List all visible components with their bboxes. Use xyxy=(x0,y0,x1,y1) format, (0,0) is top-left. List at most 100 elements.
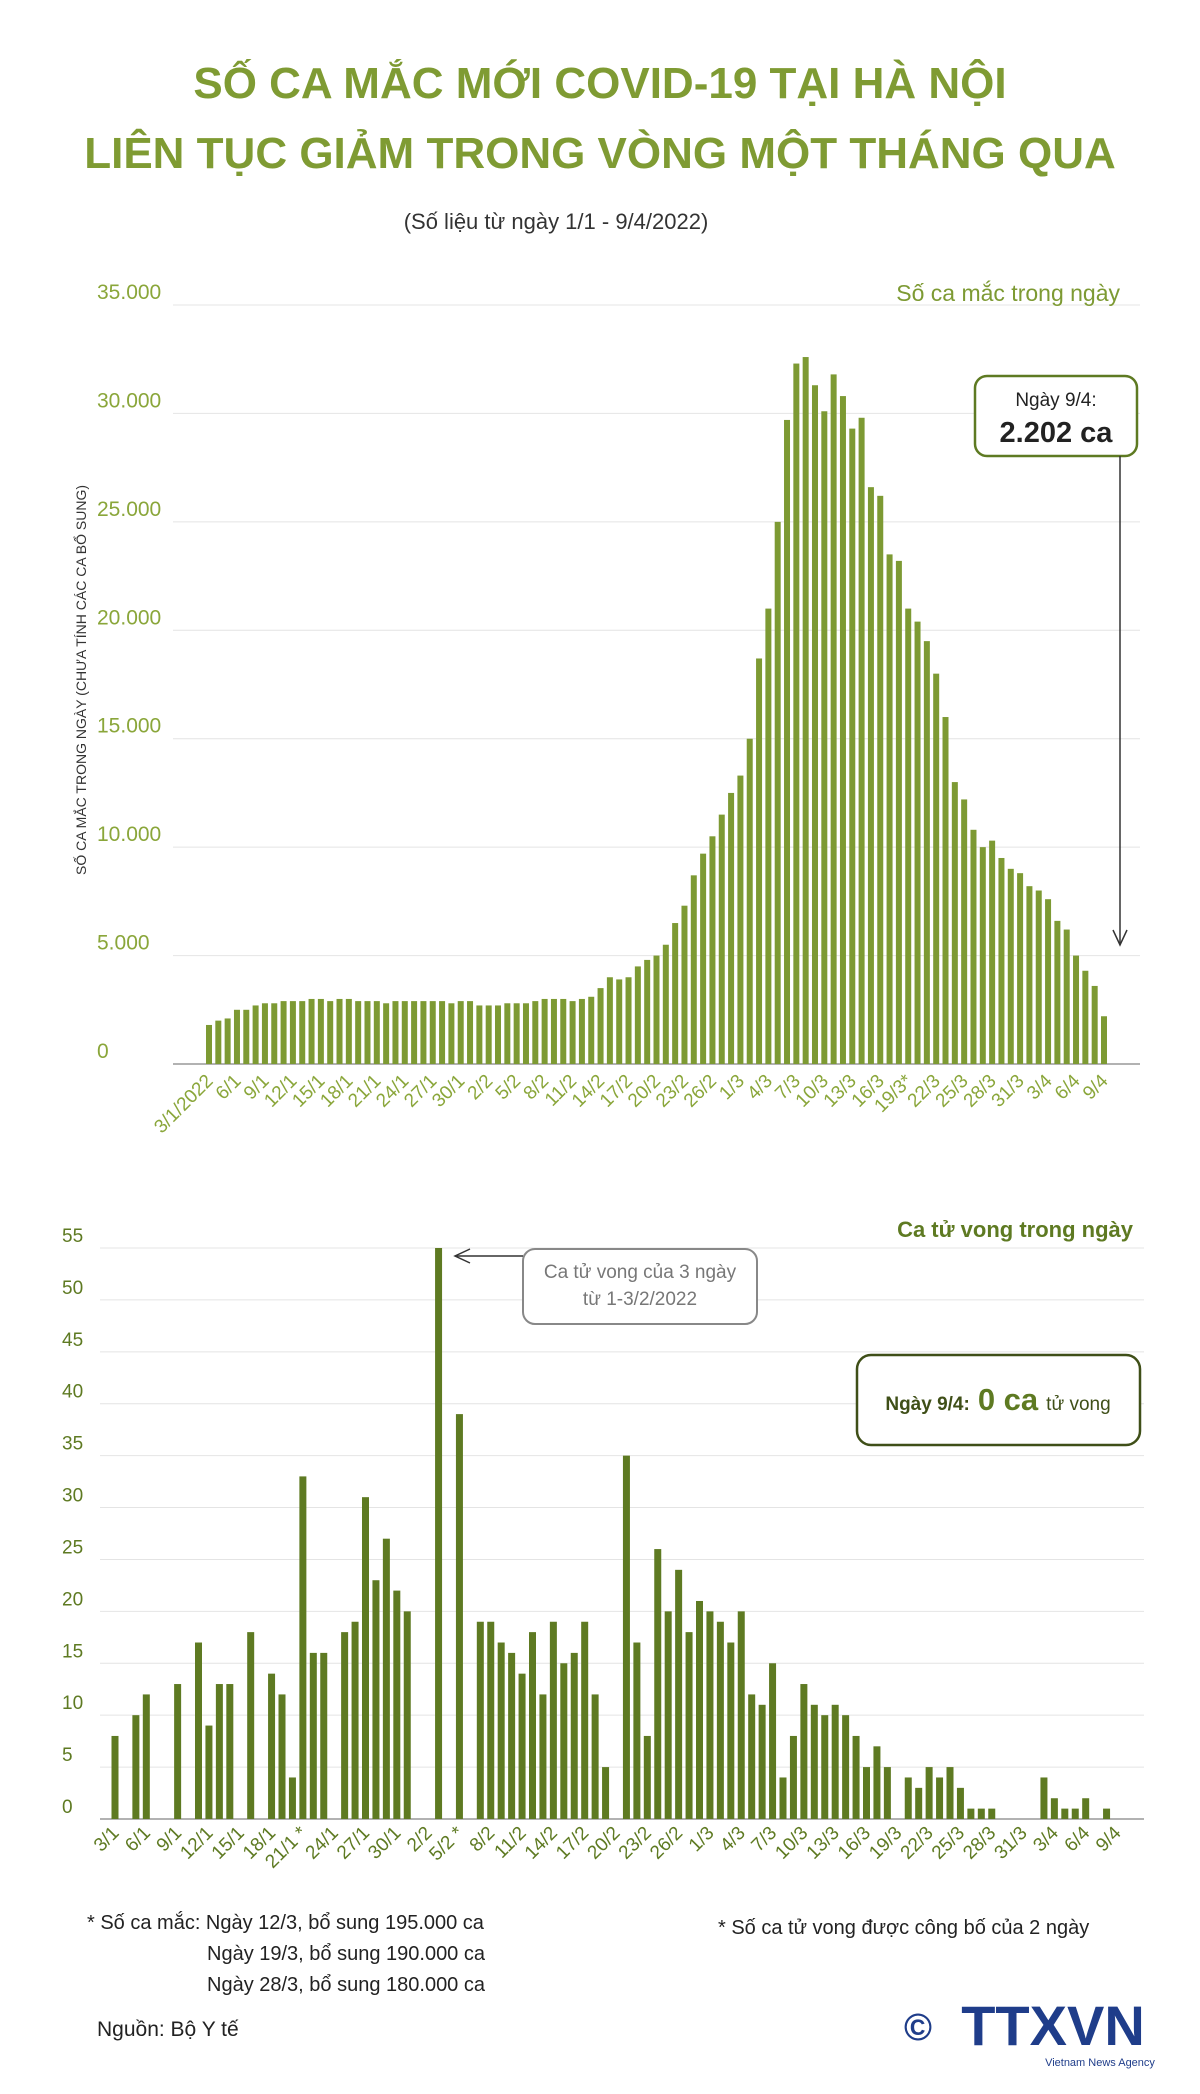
bar xyxy=(1103,1808,1111,1819)
bar xyxy=(811,385,818,1064)
x-tick-label: 26/2 xyxy=(646,1823,687,1864)
bar xyxy=(728,792,735,1064)
bar xyxy=(111,1735,119,1819)
series-name: Số ca mắc trong ngày xyxy=(896,280,1120,306)
bar xyxy=(653,955,660,1064)
bar xyxy=(644,959,651,1064)
bar xyxy=(756,658,763,1064)
bar xyxy=(513,1003,520,1064)
x-tick-label: 25/3 xyxy=(928,1823,969,1864)
bar xyxy=(476,1621,484,1819)
bar xyxy=(1071,1808,1079,1819)
bar xyxy=(810,1704,818,1819)
bar xyxy=(758,1704,766,1819)
bar xyxy=(821,1715,829,1819)
x-tick-label: 3/1/2022 xyxy=(150,1071,217,1138)
x-tick-label: 24/1 xyxy=(302,1823,343,1864)
callout-box xyxy=(855,1353,1142,1447)
y-tick-label: 0 xyxy=(97,1040,109,1063)
bar xyxy=(831,1704,839,1819)
bar xyxy=(560,998,567,1064)
bar xyxy=(439,1001,446,1064)
bar xyxy=(793,363,800,1065)
y-tick-label: 10.000 xyxy=(97,823,161,846)
bar xyxy=(529,1632,536,1819)
bar xyxy=(268,1673,276,1819)
bar xyxy=(569,1001,576,1064)
bar xyxy=(706,1611,714,1819)
y-tick-label: 30.000 xyxy=(97,389,161,412)
x-tick-label: 4/3 xyxy=(716,1823,750,1857)
bar xyxy=(299,1476,307,1819)
arrow-head xyxy=(1112,929,1128,947)
bar xyxy=(961,799,968,1064)
bar xyxy=(345,998,352,1064)
logo: TTXVN xyxy=(961,1994,1145,2057)
bar xyxy=(681,905,688,1064)
bar xyxy=(873,1746,881,1819)
bar xyxy=(800,1684,808,1819)
x-tick-label: 27/1 xyxy=(333,1823,374,1864)
x-tick-label: 9/4 xyxy=(1092,1822,1126,1856)
source: Nguồn: Bộ Y tế xyxy=(97,2018,239,2041)
bar xyxy=(933,673,940,1064)
bar xyxy=(936,1777,944,1819)
bar xyxy=(435,1248,443,1819)
x-tick-label: 12/1 xyxy=(176,1823,217,1864)
bar xyxy=(570,1652,578,1819)
y-tick-label: 30 xyxy=(62,1486,83,1507)
bar xyxy=(977,1808,985,1819)
bar xyxy=(252,1005,259,1064)
subtitle: (Số liệu từ ngày 1/1 - 9/4/2022) xyxy=(404,209,709,234)
x-tick-label: 10/3 xyxy=(771,1823,812,1864)
bar xyxy=(226,1684,234,1819)
bar xyxy=(351,1621,359,1819)
bar xyxy=(382,1538,390,1819)
bar xyxy=(989,840,996,1064)
bar xyxy=(690,875,697,1064)
bar xyxy=(591,1694,599,1819)
bar xyxy=(789,1735,797,1819)
callout-text: Ca tử vong của 3 ngày xyxy=(544,1262,737,1283)
bar xyxy=(142,1694,150,1819)
bar xyxy=(1091,985,1098,1064)
bar xyxy=(504,1003,511,1064)
x-tick-label: 30/1 xyxy=(364,1823,405,1864)
bar xyxy=(602,1767,610,1819)
y-axis-label: SỐ CA MẮC TRONG NGÀY (CHƯA TÍNH CÁC CA B… xyxy=(72,485,89,875)
bar xyxy=(839,396,846,1065)
y-tick-label: 5 xyxy=(62,1745,73,1766)
bar xyxy=(205,1725,213,1819)
bar xyxy=(769,1663,777,1819)
bar xyxy=(411,1001,418,1064)
bar xyxy=(485,1005,492,1064)
bar xyxy=(1063,929,1070,1064)
y-tick-label: 25 xyxy=(62,1537,83,1558)
bar xyxy=(606,977,613,1064)
bar xyxy=(867,487,874,1064)
x-tick-label: 28/3 xyxy=(959,1823,1000,1864)
arrow-head xyxy=(453,1248,471,1264)
x-tick-label: 30/1 xyxy=(428,1071,469,1112)
bar xyxy=(455,1414,463,1819)
x-tick-label: 1/3 xyxy=(685,1823,719,1857)
bar xyxy=(336,998,343,1064)
x-tick-label: 3/4 xyxy=(1029,1822,1063,1856)
y-tick-label: 55 xyxy=(62,1226,83,1247)
callout-line: Ngày 9/4: 0 ca tử vong xyxy=(885,1382,1110,1417)
logo-sub: Vietnam News Agency xyxy=(1045,2057,1155,2069)
bar xyxy=(174,1684,182,1819)
bar xyxy=(774,521,781,1064)
x-tick-label: 13/3 xyxy=(803,1823,844,1864)
bar xyxy=(549,1621,557,1819)
x-tick-label: 3/1 xyxy=(90,1823,124,1857)
bar xyxy=(643,1735,651,1819)
bar xyxy=(1101,1016,1107,1064)
bar xyxy=(560,1663,568,1819)
callout-text: tử vong xyxy=(1046,1394,1110,1415)
x-tick-label: 16/3 xyxy=(834,1823,875,1864)
title-line: SỐ CA MẮC MỚI COVID-19 TẠI HÀ NỘI xyxy=(193,57,1006,108)
y-tick-label: 35.000 xyxy=(97,281,161,304)
x-tick-label: 17/2 xyxy=(552,1823,593,1864)
